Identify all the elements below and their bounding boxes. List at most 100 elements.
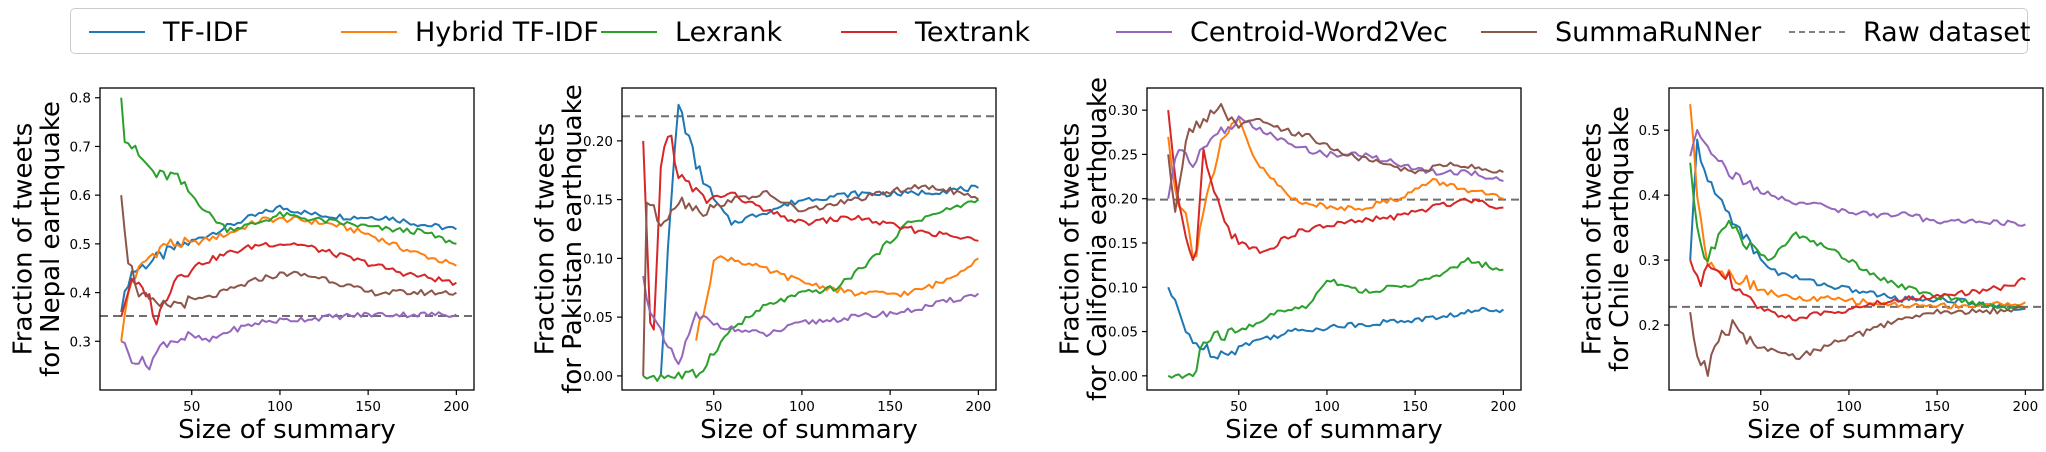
- y-axis-label: Fraction of tweetsfor California earthqu…: [1056, 77, 1113, 401]
- y-tick-label: 0.7: [70, 139, 91, 155]
- y-axis-label-line: for Chile earthquake: [1605, 106, 1635, 372]
- y-axis-label: Fraction of tweetsfor Chile earthquake: [1578, 106, 1635, 372]
- series-group: [1167, 103, 1505, 380]
- series-line: [1167, 257, 1504, 380]
- legend-swatch: [89, 31, 145, 33]
- x-tick-label: 100: [1314, 399, 1340, 415]
- series-group: [642, 103, 980, 382]
- series-line: [1689, 259, 2026, 322]
- chart-panel: 50 100 150 200 0.00 0.05 0.10 0.15 0.20 0.25 0.30 S…: [1056, 77, 1522, 445]
- legend-label: Raw dataset: [1863, 16, 2031, 48]
- y-tick-label: 0.5: [70, 237, 91, 253]
- y-tick-label: 0.4: [70, 286, 91, 302]
- legend-item: Textrank: [841, 9, 1030, 55]
- series-line: [120, 195, 457, 309]
- y-tick-label: 0.25: [1108, 147, 1138, 163]
- x-tick-label: 100: [1836, 399, 1862, 415]
- series-line: [642, 134, 979, 331]
- y-tick-label: 0.15: [1108, 236, 1138, 252]
- y-tick-label: 0.00: [1108, 369, 1138, 385]
- x-tick-label: 50: [183, 399, 200, 415]
- legend-label: SummaRuNNer: [1555, 16, 1762, 48]
- y-tick-label: 0.30: [1108, 103, 1138, 119]
- y-tick-label: 0.3: [1639, 253, 1660, 269]
- chart-panel: 50 100 150 200 0.2 0.3 0.4 0.5 Size of summary Fr…: [1578, 87, 2044, 445]
- y-axis-label-line: Fraction of tweets: [531, 123, 561, 356]
- x-axis-label: Size of summary: [1747, 415, 1965, 445]
- series-line: [1167, 109, 1504, 261]
- y-axis-label-line: for Nepal earthquake: [36, 101, 66, 377]
- y-tick-label: 0.3: [70, 334, 91, 350]
- x-axis-label: Size of summary: [700, 415, 918, 445]
- plot-frame: [1668, 87, 2044, 391]
- plot-frame: [99, 87, 475, 391]
- series-group: [120, 97, 457, 371]
- y-tick-label: 0.05: [1108, 325, 1138, 341]
- series-line: [1689, 162, 2026, 311]
- y-tick-label: 0.4: [1639, 188, 1660, 204]
- x-tick-label: 100: [267, 399, 293, 415]
- y-axis-label-line: Fraction of tweets: [1056, 123, 1086, 356]
- series-line: [1167, 115, 1504, 199]
- series-line: [120, 204, 457, 313]
- legend-label: Textrank: [915, 16, 1031, 48]
- x-tick-label: 200: [443, 399, 469, 415]
- legend-item: Lexrank: [601, 9, 782, 55]
- chart-panel: 50 100 150 200 0.3 0.4 0.5 0.6 0.7 0.8 Size of sum…: [9, 87, 475, 445]
- series-line: [642, 184, 979, 376]
- plot-frame: [1146, 87, 1522, 391]
- legend-label: Centroid-Word2Vec: [1190, 16, 1448, 48]
- y-tick-label: 0.15: [583, 193, 613, 209]
- series-line: [1167, 117, 1504, 259]
- y-tick-label: 0.8: [70, 91, 91, 107]
- x-tick-label: 100: [789, 399, 815, 415]
- series-line: [1167, 286, 1505, 360]
- y-axis-label: Fraction of tweetsfor Pakistan earthquak…: [531, 84, 588, 394]
- plot-frame: [621, 87, 997, 391]
- legend-label: Lexrank: [675, 16, 783, 48]
- legend-swatch: [1481, 31, 1537, 33]
- y-tick-label: 0.10: [583, 251, 613, 267]
- series-line: [1689, 305, 2026, 377]
- y-axis-label-line: Fraction of tweets: [9, 123, 39, 356]
- series-line: [1689, 104, 2026, 310]
- x-tick-label: 200: [1490, 399, 1516, 415]
- legend-item: Raw dataset: [1789, 9, 2030, 55]
- y-tick-label: 0.20: [1108, 192, 1138, 208]
- series-line: [659, 103, 979, 376]
- series-line: [695, 255, 979, 341]
- x-tick-label: 150: [1924, 399, 1950, 415]
- y-axis-label-line: Fraction of tweets: [1578, 123, 1608, 356]
- x-tick-label: 50: [705, 399, 722, 415]
- y-tick-label: 0.6: [70, 188, 91, 204]
- x-tick-label: 50: [1752, 399, 1769, 415]
- series-line: [642, 275, 980, 366]
- y-tick-label: 0.20: [583, 134, 613, 150]
- series-line: [120, 241, 457, 326]
- legend-swatch: [841, 31, 897, 33]
- legend-item: Hybrid TF-IDF: [341, 9, 599, 55]
- legend-item: TF-IDF: [89, 9, 249, 55]
- legend-item: SummaRuNNer: [1481, 9, 1761, 55]
- legend-item: Centroid-Word2Vec: [1116, 9, 1448, 55]
- series-line: [120, 97, 457, 245]
- series-line: [642, 198, 979, 382]
- legend-label: TF-IDF: [163, 16, 250, 48]
- legend-swatch: [1789, 31, 1845, 33]
- legend-swatch: [1116, 31, 1172, 33]
- x-tick-label: 50: [1230, 399, 1247, 415]
- x-tick-label: 200: [2012, 399, 2038, 415]
- series-line: [1689, 129, 2026, 227]
- series-line: [1167, 103, 1504, 213]
- legend-label: Hybrid TF-IDF: [415, 16, 599, 48]
- y-tick-label: 0.2: [1639, 318, 1660, 334]
- legend: TF-IDF Hybrid TF-IDF Lexrank Textrank Centro…: [70, 8, 2030, 55]
- series-line: [120, 215, 457, 342]
- x-tick-label: 150: [877, 399, 903, 415]
- y-axis-label-line: for California earthquake: [1083, 77, 1113, 401]
- y-tick-label: 0.05: [583, 310, 613, 326]
- chart-panel: 50 100 150 200 0.00 0.05 0.10 0.15 0.20 Size of s…: [531, 84, 997, 445]
- series-line: [120, 311, 457, 371]
- legend-swatch: [341, 31, 397, 33]
